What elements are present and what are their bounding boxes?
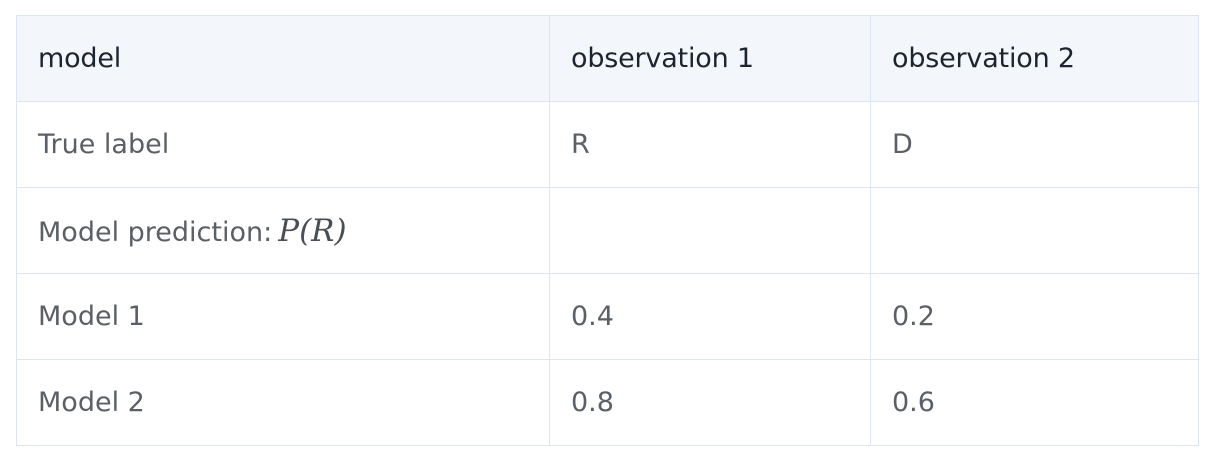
header-observation-1: observation 1 <box>549 15 871 102</box>
row-label-cell: Model prediction: P(R) <box>16 187 550 274</box>
cell-observation-2: D <box>870 101 1199 188</box>
table-header-row: model observation 1 observation 2 <box>16 15 1199 102</box>
row-label: True label <box>16 101 550 188</box>
cell-observation-2: 0.6 <box>870 359 1199 446</box>
row-label: Model 2 <box>16 359 550 446</box>
cell-observation-2: 0.2 <box>870 273 1199 360</box>
table-row: Model prediction: P(R) <box>16 187 1199 274</box>
cell-observation-1: 0.8 <box>549 359 871 446</box>
cell-observation-1: R <box>549 101 871 188</box>
table-row: True label R D <box>16 101 1199 188</box>
header-observation-2: observation 2 <box>870 15 1199 102</box>
cell-observation-1 <box>549 187 871 274</box>
predictions-table: model observation 1 observation 2 True l… <box>16 15 1199 446</box>
table-row: Model 2 0.8 0.6 <box>16 359 1199 446</box>
cell-observation-2 <box>870 187 1199 274</box>
header-model: model <box>16 15 550 102</box>
cell-observation-1: 0.4 <box>549 273 871 360</box>
row-label: Model prediction: <box>38 216 273 248</box>
row-label: Model 1 <box>16 273 550 360</box>
table-row: Model 1 0.4 0.2 <box>16 273 1199 360</box>
math-expression: P(R) <box>278 212 347 249</box>
